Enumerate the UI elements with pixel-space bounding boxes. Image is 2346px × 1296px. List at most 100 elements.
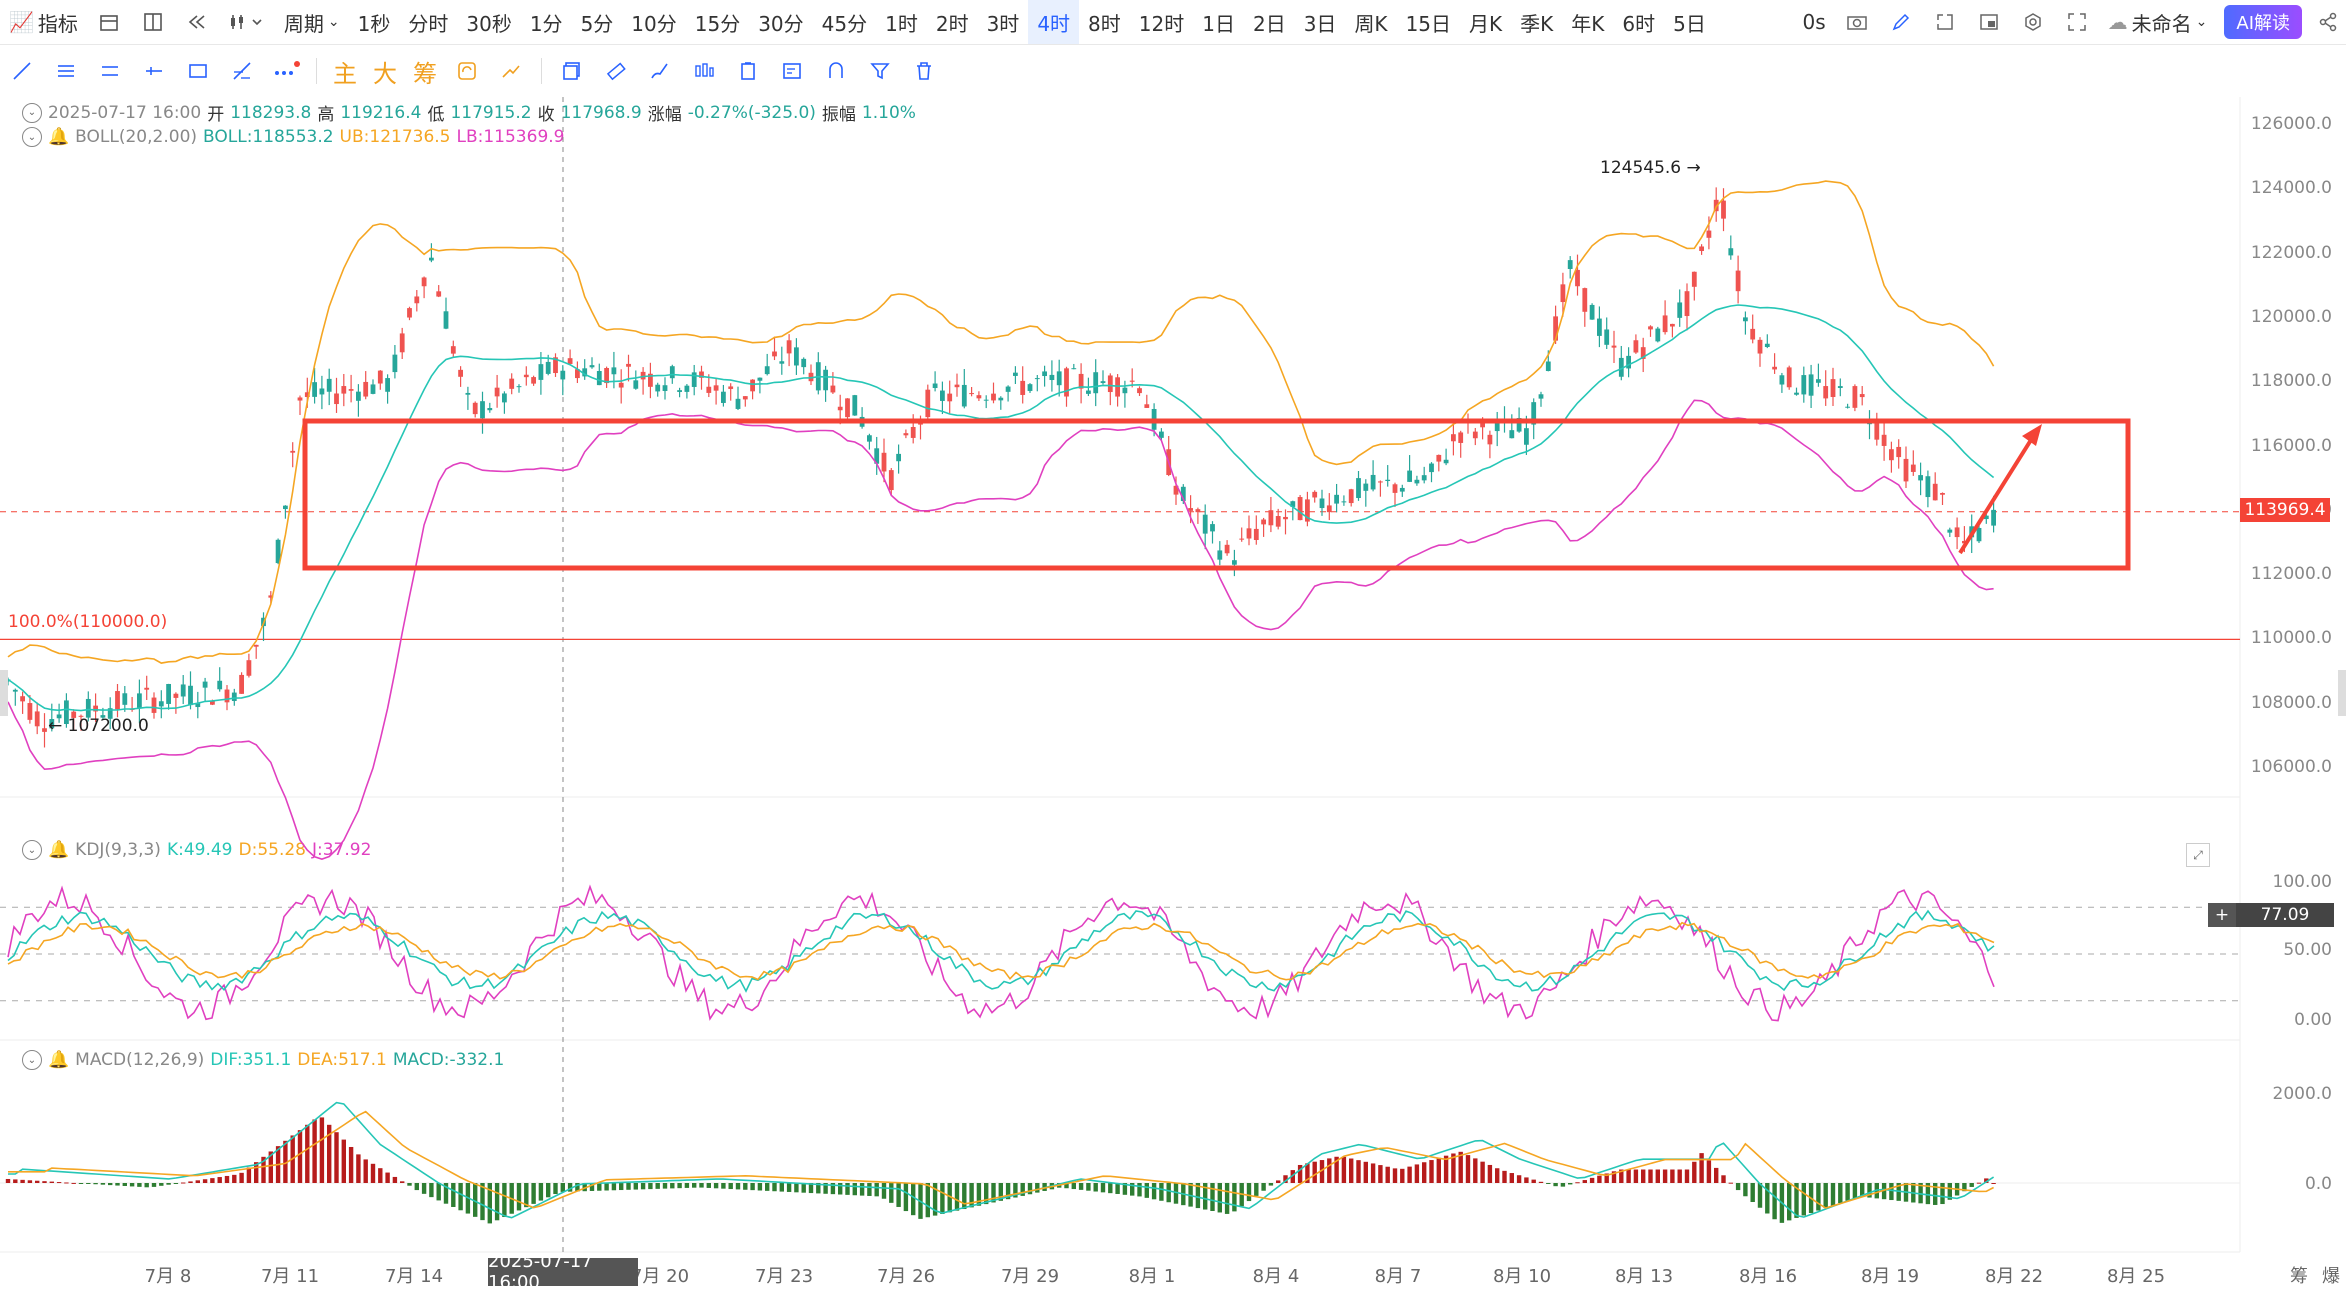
chip-button[interactable]: 筹 [413,59,437,88]
brush-icon[interactable] [638,45,682,97]
timeframe-23[interactable]: 6时 [1622,11,1656,36]
note-icon[interactable] [770,45,814,97]
filter-icon[interactable] [858,45,902,97]
open-label: 开 [207,105,225,125]
timeframe-19[interactable]: 15日 [1405,11,1452,36]
current-price-tag: 113969.4 [2240,498,2330,522]
timeframe-17[interactable]: 3日 [1303,11,1337,36]
collapse-icon[interactable]: ⌄ [22,102,42,123]
calendar-icon[interactable] [87,0,131,44]
trash-icon[interactable] [902,45,946,97]
main-force-button[interactable]: 主 [333,59,357,88]
timeframe-8[interactable]: 45分 [821,11,868,36]
bell-icon[interactable]: 🔔 [48,840,70,860]
timeframe-6[interactable]: 15分 [694,11,741,36]
collapse-right-handle[interactable] [2338,670,2346,716]
clipboard-icon[interactable] [726,45,770,97]
timeframe-11[interactable]: 3时 [986,11,1020,36]
collapse-left-handle[interactable] [0,670,8,716]
macd-bar [1254,1183,1259,1196]
kdj-current-value: 77.09 [2236,903,2334,927]
price-tick: 106000.0 [2250,757,2332,777]
timeframe-9[interactable]: 1时 [885,11,918,36]
workspace-dropdown[interactable]: ☁ 未命名 ⌄ [2099,0,2217,44]
divider [541,58,542,84]
chart-type-icon[interactable] [219,0,275,44]
kdj-expand-icon[interactable]: ⤢ [2186,843,2210,867]
timeframe-2[interactable]: 30秒 [466,11,512,36]
timeframe-14[interactable]: 12时 [1138,11,1185,36]
sync-icon[interactable] [445,45,489,97]
timeframe-7[interactable]: 30分 [758,11,804,36]
horizontal-lines-icon[interactable] [88,45,132,97]
timeframe-16[interactable]: 2日 [1252,11,1286,36]
chip-toggle[interactable]: 筹 [2290,1266,2308,1287]
collapse-icon[interactable]: ⌄ [22,840,42,860]
layers-icon[interactable] [550,45,594,97]
candle [655,384,661,392]
macd-dea-line [8,1110,1994,1209]
candle [910,426,916,438]
fullscreen-icon[interactable] [2055,0,2099,44]
macd-bar [1845,1183,1850,1201]
timeframe-20[interactable]: 月K [1469,11,1503,36]
ai-analysis-button[interactable]: AI解读 [2224,5,2302,39]
macd-bar [1414,1164,1420,1183]
trendline-icon[interactable] [0,45,44,97]
macd-bar [677,1183,682,1189]
window-icon[interactable] [1967,0,2011,44]
timeframe-13[interactable]: 8时 [1088,11,1121,36]
indicator-button[interactable]: 📈 指标 [0,0,87,44]
magnet-icon[interactable] [814,45,858,97]
share-icon[interactable] [2310,0,2346,44]
period-dropdown[interactable]: 周期 ⌄ [275,0,349,44]
candles-icon[interactable] [682,45,726,97]
candle [1363,483,1369,491]
expand-box-icon[interactable] [1923,0,1967,44]
settings-icon[interactable] [2011,0,2055,44]
collapse-icon[interactable]: ⌄ [22,1050,42,1070]
layout-icon[interactable] [131,0,175,44]
compare-icon[interactable] [489,45,533,97]
price-tick: 110000.0 [2250,628,2332,649]
macd-bar [494,1183,500,1221]
speed-label[interactable]: 0s [1802,10,1826,34]
timeframe-4[interactable]: 5分 [580,11,614,36]
macd-bar [334,1132,339,1183]
more-icon[interactable] [264,45,308,97]
timeframe-12[interactable]: 4时 [1028,0,1080,44]
candle [691,372,697,387]
fib-icon[interactable] [220,45,264,97]
large-order-button[interactable]: 大 [373,59,397,88]
bell-icon[interactable]: 🔔 [48,1050,70,1070]
candle [618,382,624,388]
burst-toggle[interactable]: 爆 [2322,1266,2340,1287]
candle [480,401,485,419]
ruler-icon[interactable] [594,45,638,97]
camera-icon[interactable] [1835,0,1879,44]
candle [49,719,55,729]
rectangle-icon[interactable] [176,45,220,97]
horizontal-ray-icon[interactable] [132,45,176,97]
timeframe-5[interactable]: 10分 [631,11,677,36]
bell-icon[interactable]: 🔔 [48,127,70,147]
pen-icon[interactable] [1879,0,1923,44]
timeframe-3[interactable]: 1分 [529,11,563,36]
chevron-down-icon: ⌄ [2195,14,2208,30]
plus-icon[interactable]: + [2208,903,2236,927]
timeframe-1[interactable]: 分时 [408,11,449,36]
timeframe-24[interactable]: 5日 [1673,11,1706,36]
collapse-icon[interactable]: ⌄ [22,127,42,147]
timeframe-0[interactable]: 1秒 [357,11,391,36]
parallel-lines-icon[interactable] [44,45,88,97]
rewind-icon[interactable] [175,0,219,44]
timeframe-18[interactable]: 周K [1354,11,1388,36]
macd-bar [765,1183,770,1191]
timeframe-10[interactable]: 2时 [935,11,969,36]
candle [867,435,872,442]
timeframe-21[interactable]: 季K [1520,11,1554,36]
timeframe-15[interactable]: 1日 [1202,11,1235,36]
timeframe-22[interactable]: 年K [1571,11,1605,36]
candle [1524,428,1529,445]
